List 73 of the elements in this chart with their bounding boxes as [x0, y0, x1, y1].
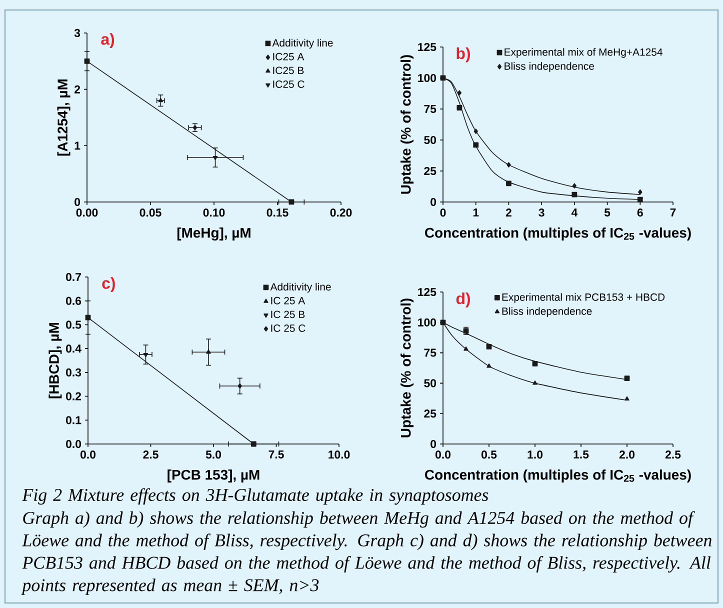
y-tick-label: 1: [74, 142, 80, 150]
x-axis-title: Concentration (multiples of IC$_{25}$ -values): [425, 227, 691, 240]
y-axis-title: Uptake (% of control): [400, 55, 414, 194]
y-axis-title: [HBCD], µM: [48, 322, 62, 398]
y-tick-label: 0.1: [66, 416, 82, 424]
x-tick-label: 4: [571, 208, 578, 216]
annotation: d): [456, 292, 470, 308]
x-tick-label: 6: [637, 208, 643, 217]
x-tick-label: 5.0: [206, 450, 221, 459]
x-tick-label: 0.5: [481, 450, 497, 459]
legend-label: Experimental mix PCB153 + HBCD: [502, 293, 665, 303]
x-tick-label: 1.0: [528, 450, 543, 459]
y-tick-label: 3: [74, 28, 80, 38]
x-tick-label: 0.05: [140, 208, 162, 217]
y-tick-label: 0.2: [66, 392, 82, 400]
y-tick-label: 0.5: [66, 320, 82, 329]
annotation: b): [456, 47, 470, 62]
y-tick-label: 2: [74, 85, 80, 94]
y-tick-label: 0: [74, 198, 80, 206]
annotation: a): [101, 33, 114, 48]
x-tick-label: 10.0: [328, 450, 350, 459]
y-tick-label: 100: [418, 318, 436, 326]
y-tick-label: 0: [430, 440, 436, 448]
x-tick-label: 2: [506, 208, 512, 217]
legend-label: IC 25 C: [271, 324, 306, 332]
legend-label: IC 25 B: [271, 310, 305, 318]
x-axis-title: Concentration (multiples of IC$_{25}$ -values): [425, 469, 691, 482]
x-axis-title: [MeHg], µM: [177, 227, 250, 241]
legend-label: IC25 A: [273, 52, 304, 60]
y-tick-label: 0.6: [66, 296, 82, 305]
annotation: c): [102, 277, 115, 292]
x-tick-label: 0.00: [76, 208, 98, 217]
x-tick-label: 7.5: [268, 450, 284, 459]
y-tick-label: 25: [424, 166, 436, 176]
y-tick-label: 75: [424, 105, 436, 113]
legend-label: Experimental mix of MeHg+A1254: [504, 48, 662, 58]
legend-label: IC25 C: [273, 80, 304, 88]
x-tick-label: 2.0: [619, 450, 635, 459]
x-tick-label: 0.20: [330, 208, 352, 217]
x-tick-label: 0.0: [80, 450, 96, 459]
legend-label: Additivity line: [270, 282, 331, 293]
y-tick-label: 100: [418, 74, 436, 82]
legend-label: IC 25 A: [271, 296, 306, 304]
y-tick-label: 125: [418, 42, 436, 52]
x-tick-label: 2.5: [665, 450, 681, 459]
y-axis-title: Uptake (% of control): [400, 298, 414, 438]
legend-label: Additivity line: [272, 38, 333, 49]
x-tick-label: 0.15: [266, 208, 288, 217]
legend-label: IC25 B: [273, 66, 304, 74]
y-tick-label: 50: [424, 379, 436, 388]
x-tick-label: 7: [670, 208, 676, 216]
x-tick-label: 0.10: [203, 208, 225, 217]
y-tick-label: 0.4: [66, 344, 82, 353]
y-tick-label: 75: [424, 348, 436, 357]
y-tick-label: 0: [430, 198, 436, 206]
x-tick-label: 2.5: [143, 450, 158, 459]
y-axis-title: [A1254], µM: [57, 80, 70, 156]
legend-label: Bliss independence: [502, 307, 592, 317]
x-tick-label: 1.5: [574, 450, 589, 459]
y-tick-label: 25: [424, 410, 436, 418]
x-tick-label: 5: [604, 208, 610, 217]
caption: Fig 2 Mixture effects on 3H-Glutamate uptake in synaptosomes: [22, 488, 488, 505]
text: Graph a) and b) shows the relationship between MeHg and A1254 based on the method of Löewe and the method of Bliss, respectively. Graph c) and d) shows the relationship between PCB153 and HBCD based on the method of Löewe and the method of Bliss, respectively. All points represented as mean ± SEM, n>3: [21, 511, 712, 595]
x-tick-label: 3: [538, 208, 544, 217]
y-tick-label: 0.7: [66, 272, 81, 282]
x-tick-label: 0: [440, 208, 446, 217]
y-tick-label: 50: [424, 136, 436, 144]
y-tick-label: 125: [418, 288, 436, 296]
y-tick-label: 0.3: [66, 368, 82, 376]
x-axis-title: [PCB 153], µM: [168, 469, 260, 482]
y-tick-label: 0.0: [66, 440, 82, 448]
x-tick-label: 1: [473, 208, 479, 216]
legend-label: Bliss independence: [504, 62, 594, 72]
